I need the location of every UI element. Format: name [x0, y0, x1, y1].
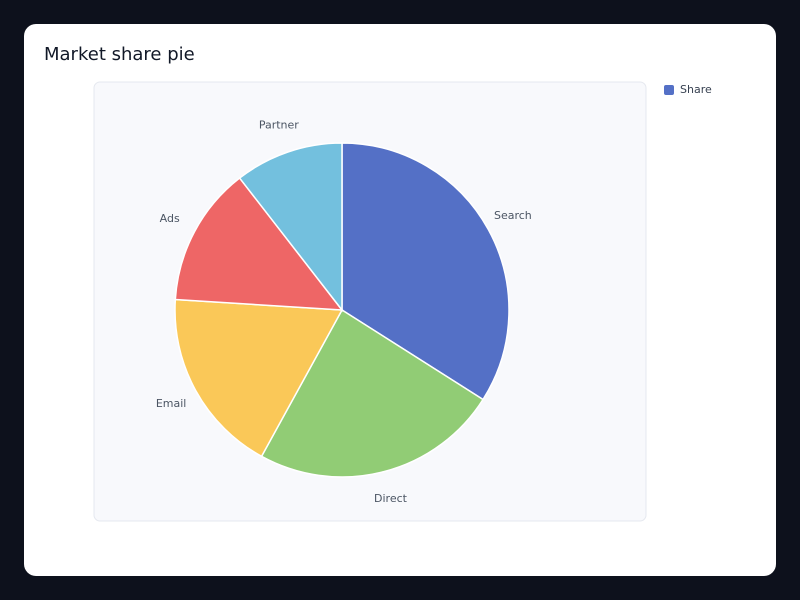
slice-label: Direct: [374, 492, 408, 505]
legend-swatch: [664, 85, 674, 95]
card: Market share pie Search Direct Email Ads Par…: [24, 24, 776, 576]
slice-label: Email: [156, 397, 187, 410]
pie-slice: [341, 142, 510, 401]
pie-slice: [260, 308, 485, 478]
legend-label: Share: [680, 83, 712, 96]
pie-slice: [238, 142, 343, 313]
slice-label: Partner: [259, 119, 299, 132]
slice-label: Ads: [160, 212, 180, 225]
pie-slice: [174, 176, 344, 311]
pie-slice: [174, 298, 344, 458]
slice-label: Search: [494, 209, 532, 222]
chart-title: Market share pie: [44, 44, 195, 65]
chart: Market share pie Search Direct Email Ads Par…: [44, 44, 712, 522]
